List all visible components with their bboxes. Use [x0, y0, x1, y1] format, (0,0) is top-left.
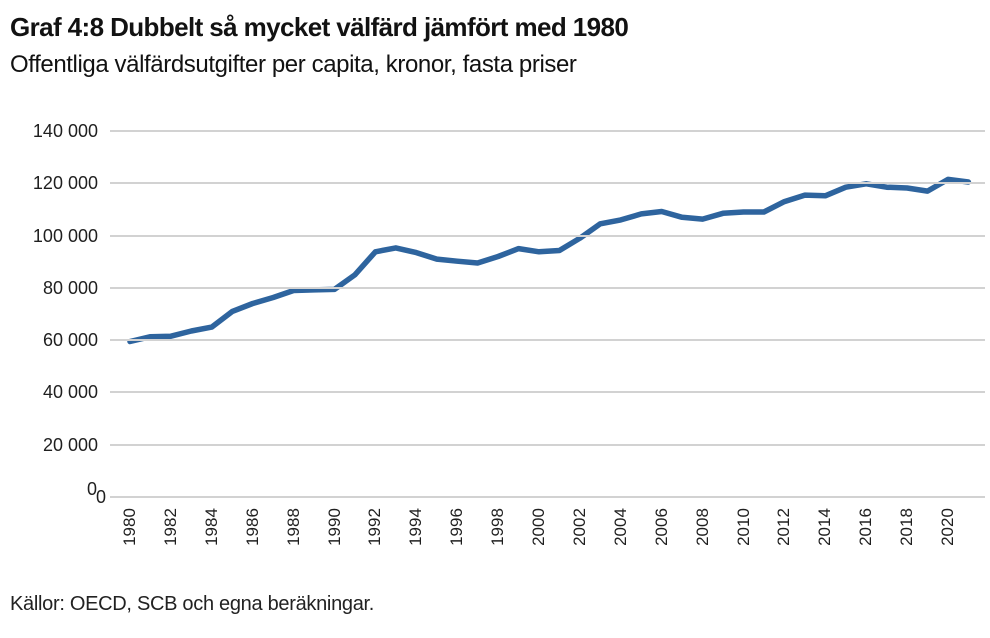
gridline — [110, 286, 985, 289]
x-tick-label: 2006 — [651, 508, 671, 546]
source-note: Källor: OECD, SCB och egna beräkningar. — [10, 593, 375, 615]
x-tick-label: 1984 — [201, 508, 221, 546]
gridline — [110, 182, 985, 185]
x-tick-label: 2010 — [733, 508, 753, 546]
x-tick-label: 1998 — [488, 508, 508, 546]
x-tick-label: 1990 — [324, 508, 344, 546]
x-tick-label: 1992 — [365, 508, 385, 546]
chart-title: Graf 4:8 Dubbelt så mycket välfärd jämfö… — [10, 12, 629, 42]
y-tick-label: 60 000 — [42, 330, 98, 351]
gridline — [110, 443, 985, 446]
x-tick-label: 2016 — [856, 508, 876, 546]
x-tick-label: 2020 — [938, 508, 957, 546]
y-tick-label-zero: 0 — [86, 479, 97, 499]
x-tick-label: 1994 — [406, 508, 426, 546]
y-tick-label: 100 000 — [32, 225, 98, 246]
x-tick-label: 1986 — [242, 508, 262, 546]
y-tick-label-zero-duplicate: 0 — [95, 487, 106, 507]
gridline — [110, 339, 985, 342]
x-tick-label: 2012 — [774, 508, 794, 546]
x-tick-label: 2008 — [692, 508, 712, 546]
gridline — [110, 496, 985, 498]
x-tick-label: 1996 — [447, 508, 467, 546]
x-tick-label: 1982 — [160, 508, 180, 546]
gridline — [110, 234, 985, 237]
x-tick-label: 2004 — [610, 508, 630, 546]
x-tick-label: 1988 — [283, 508, 303, 546]
x-tick-label: 2000 — [529, 508, 548, 546]
line-chart-canvas — [127, 176, 972, 345]
x-tick-label: 2014 — [815, 508, 835, 546]
welfare-spending-line — [127, 176, 972, 345]
y-tick-label: 20 000 — [42, 434, 98, 455]
x-tick-label: 2002 — [569, 508, 589, 546]
x-tick-label: 2018 — [897, 508, 917, 546]
y-tick-label: 40 000 — [42, 382, 98, 403]
y-tick-label: 120 000 — [32, 173, 98, 194]
y-tick-label: 80 000 — [42, 277, 98, 298]
gridline — [110, 130, 985, 132]
x-tick-label: 1980 — [120, 508, 139, 546]
chart-subtitle: Offentliga välfärdsutgifter per capita, … — [10, 51, 577, 78]
y-tick-label: 140 000 — [32, 121, 98, 141]
gridline — [110, 391, 985, 394]
